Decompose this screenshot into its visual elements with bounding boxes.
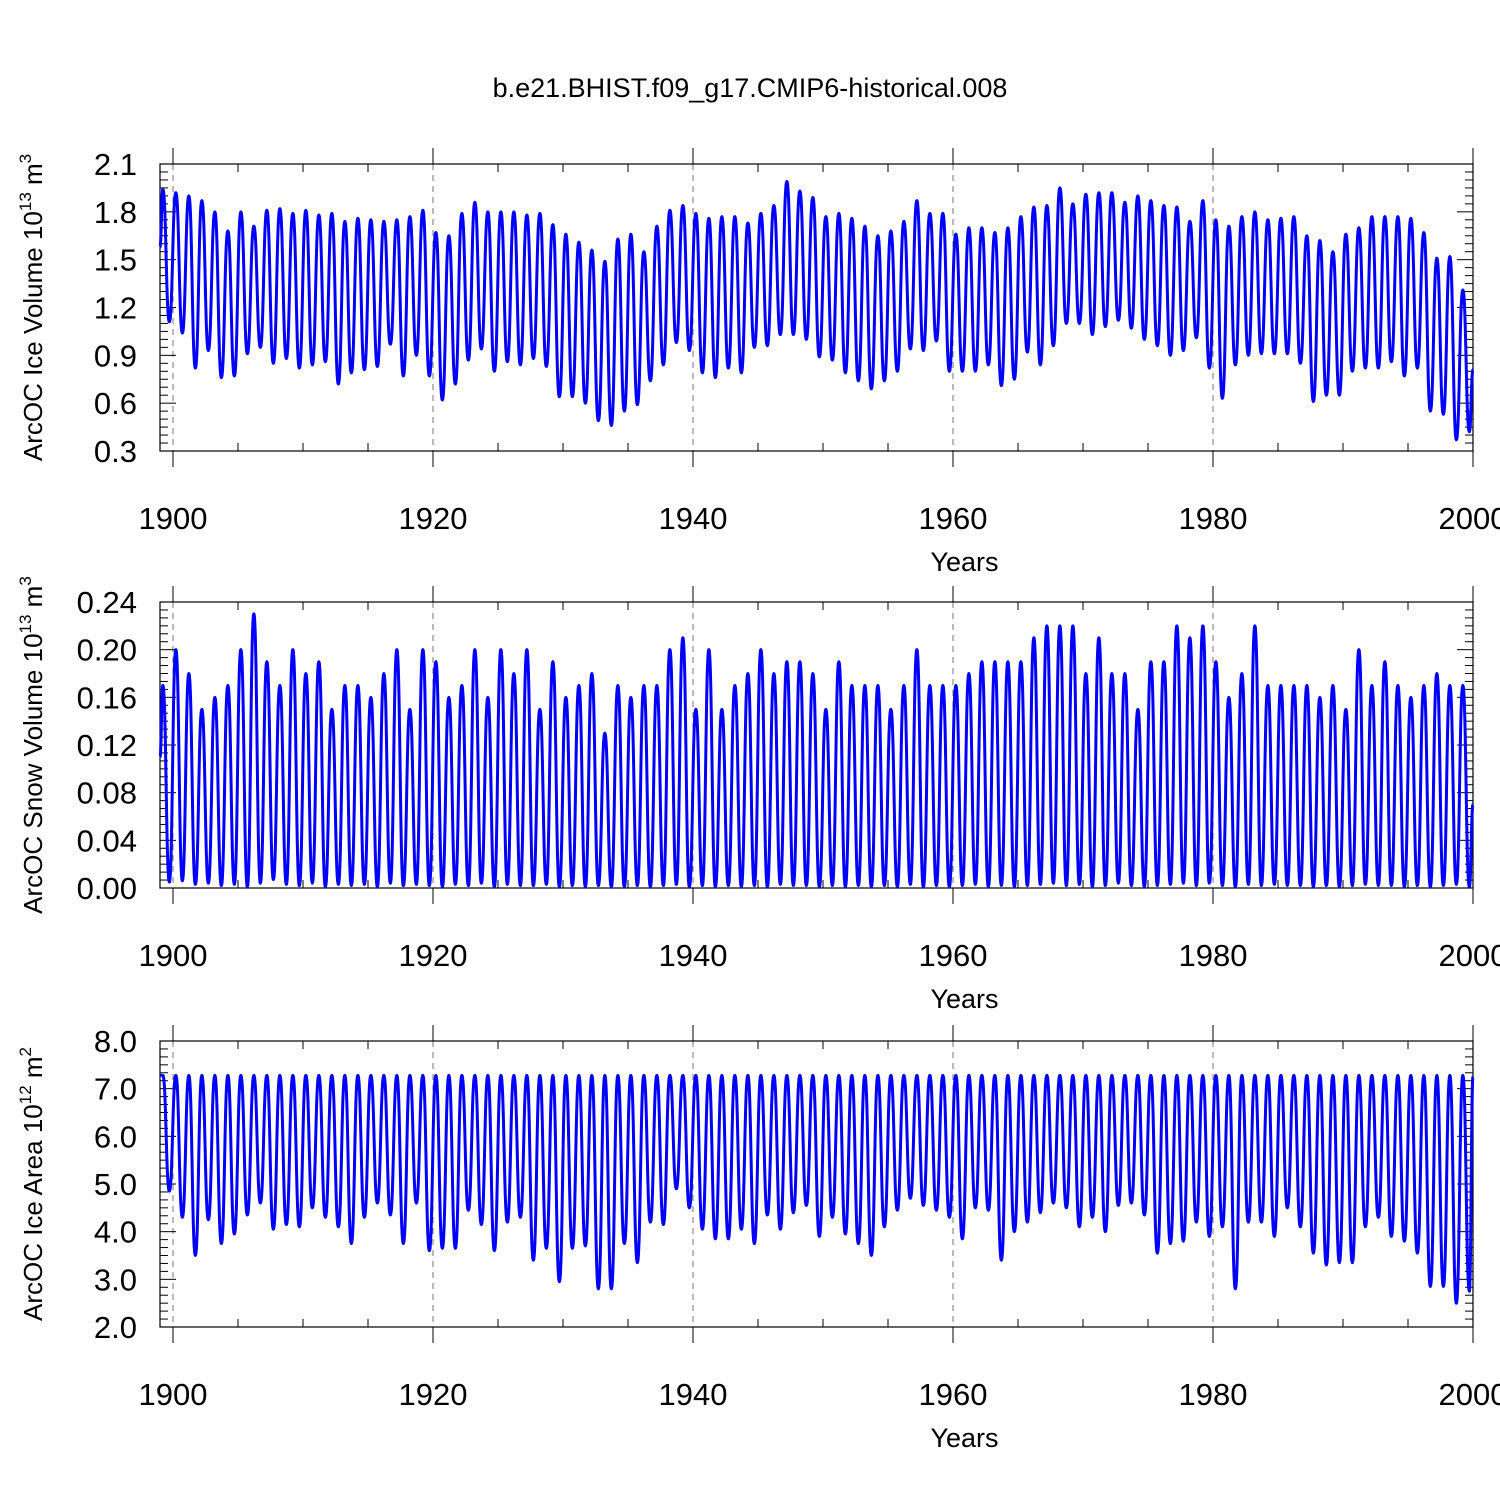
ice-area-panel: 1900 1920 1940 1960 1980 2000 2.0 3.0 4.0 5.0 6.0 7… xyxy=(16,1024,1500,1453)
x-tick-label: 1900 xyxy=(139,938,208,973)
y-tick-label: 8.0 xyxy=(94,1024,137,1059)
y-tick-label: 1.2 xyxy=(94,291,137,326)
y-tick-label: 3.0 xyxy=(94,1262,137,1297)
x-axis-label: Years xyxy=(930,984,998,1014)
x-tick-label: 1980 xyxy=(1179,1377,1248,1412)
x-tick-label: 1980 xyxy=(1179,938,1248,973)
x-tick-label: 2000 xyxy=(1439,938,1500,973)
y-tick-label: 1.8 xyxy=(94,195,137,230)
x-tick-label: 1900 xyxy=(139,501,208,536)
snow-volume-panel: 1900 1920 1940 1960 1980 2000 0.00 0.04 0.08 0.12… xyxy=(16,576,1500,1014)
y-tick-label: 0.6 xyxy=(94,386,137,421)
y-tick-label: 6.0 xyxy=(94,1119,137,1154)
plot-frame xyxy=(159,163,1474,452)
y-tick-label: 5.0 xyxy=(94,1167,137,1202)
ice-area-series-line xyxy=(160,1073,1475,1305)
snow-volume-series-line xyxy=(158,612,1475,889)
x-tick-label: 1920 xyxy=(399,938,468,973)
y-tick-label: 2.0 xyxy=(94,1310,137,1345)
y-axis-label: ArcOC Ice Volume 1013 m3 xyxy=(16,154,48,461)
y-axis-label-unit: m xyxy=(18,586,48,615)
x-tick-label: 1920 xyxy=(399,501,468,536)
y-axis-label-exponent: 13 xyxy=(16,615,35,634)
x-tick-label: 1940 xyxy=(659,1377,728,1412)
x-tick-label: 1940 xyxy=(659,501,728,536)
y-axis-label: ArcOC Ice Area 1012 m2 xyxy=(16,1047,48,1321)
y-axis-label-main: ArcOC Ice Area 10 xyxy=(18,1104,48,1321)
x-tick-label: 2000 xyxy=(1439,501,1500,536)
y-tick-label: 0.20 xyxy=(77,633,137,668)
x-tick-label: 1920 xyxy=(399,1377,468,1412)
y-axis-label-main: ArcOC Ice Volume 10 xyxy=(18,211,48,461)
x-axis-label: Years xyxy=(930,547,998,577)
y-tick-label: 0.00 xyxy=(77,871,137,906)
ice-volume-panel: 1900 1920 1940 1960 1980 2000 0.3 0.6 0.9 1.2 1.5 1… xyxy=(16,147,1500,577)
ice-volume-series-line xyxy=(158,180,1475,442)
y-tick-label: 0.08 xyxy=(77,776,137,811)
y-tick-label: 0.9 xyxy=(94,338,137,373)
y-axis-label-unit: m xyxy=(18,1056,48,1085)
y-tick-label: 4.0 xyxy=(94,1215,137,1250)
y-tick-label: 0.24 xyxy=(77,585,137,620)
y-axis-label-exponent: 13 xyxy=(16,192,35,211)
y-axis-label-main: ArcOC Snow Volume 10 xyxy=(18,633,48,913)
y-axis-label-unit: m xyxy=(18,163,48,192)
x-tick-label: 1900 xyxy=(139,1377,208,1412)
y-tick-label: 0.16 xyxy=(77,680,137,715)
y-tick-label: 7.0 xyxy=(94,1072,137,1107)
y-tick-label: 2.1 xyxy=(94,147,137,182)
y-tick-label: 0.04 xyxy=(77,823,137,858)
y-axis-label-unit-exponent: 2 xyxy=(16,1047,35,1056)
y-axis-label-exponent: 12 xyxy=(16,1085,35,1104)
chart-panels: 1900 1920 1940 1960 1980 2000 0.3 0.6 0.9 1.2 1.5 1… xyxy=(16,147,1500,1453)
chart-title: b.e21.BHIST.f09_g17.CMIP6-historical.008 xyxy=(493,73,1008,103)
x-tick-label: 1960 xyxy=(919,501,988,536)
y-tick-label: 1.5 xyxy=(94,243,137,278)
x-tick-label: 1960 xyxy=(919,1377,988,1412)
x-tick-label: 1960 xyxy=(919,938,988,973)
y-axis-label: ArcOC Snow Volume 1013 m3 xyxy=(16,576,48,914)
plot-frame xyxy=(159,1040,1474,1328)
y-tick-label: 0.12 xyxy=(77,728,137,763)
y-axis-label-unit-exponent: 3 xyxy=(16,576,35,585)
x-tick-label: 2000 xyxy=(1439,1377,1500,1412)
y-axis-label-unit-exponent: 3 xyxy=(16,154,35,163)
y-tick-label: 0.3 xyxy=(94,434,137,469)
x-axis-label: Years xyxy=(930,1423,998,1453)
x-tick-label: 1940 xyxy=(659,938,728,973)
x-tick-label: 1980 xyxy=(1179,501,1248,536)
